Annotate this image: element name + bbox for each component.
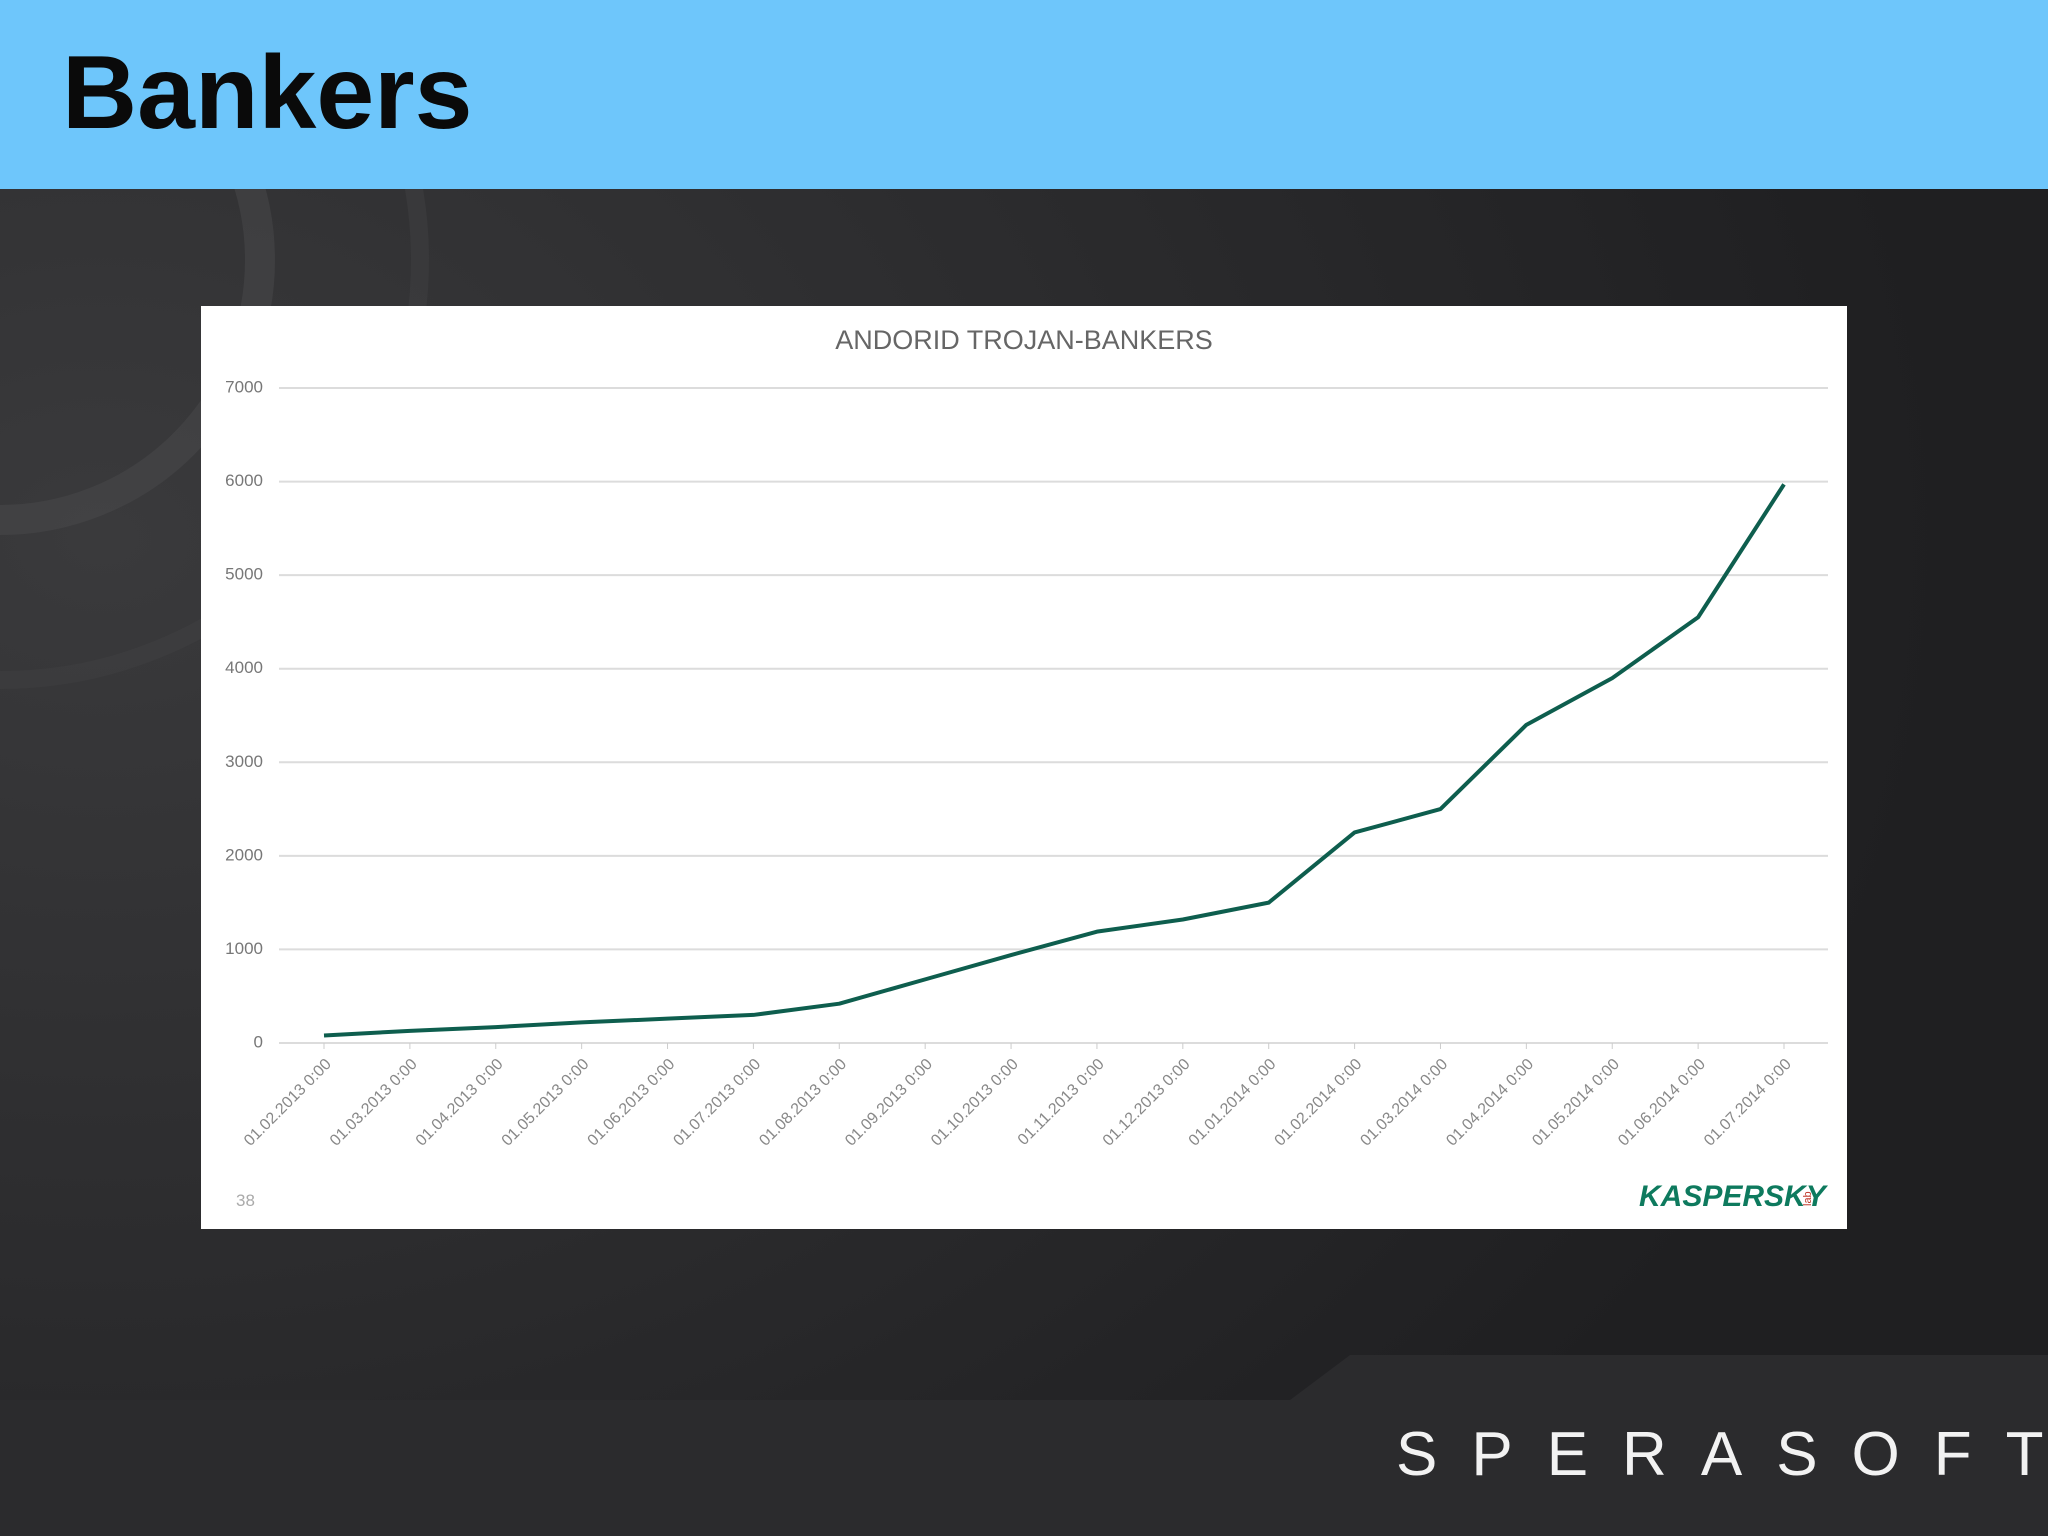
y-tick-label: 7000 <box>225 377 263 396</box>
footer-logo: SPERASOFT <box>1396 1420 2048 1489</box>
header-bar <box>0 0 2048 189</box>
y-tick-label: 1000 <box>225 939 263 958</box>
y-tick-label: 0 <box>254 1032 263 1051</box>
slide-title: Bankers <box>62 35 472 151</box>
decor-ring <box>0 0 429 689</box>
data-line <box>323 483 1786 1038</box>
y-tick-label: 2000 <box>225 845 263 864</box>
kaspersky-logo: KASPERSKY <box>1639 1180 1829 1213</box>
y-tick-label: 5000 <box>225 565 263 584</box>
footer-band <box>0 1355 2048 1536</box>
y-tick-label: 4000 <box>225 658 263 677</box>
chart-background <box>201 306 1847 1229</box>
kaspersky-lab: lab <box>1802 1191 1814 1206</box>
page-number: 38 <box>236 1191 255 1210</box>
y-tick-label: 6000 <box>225 471 263 490</box>
chart-title: ANDORID TROJAN-BANKERS <box>835 325 1213 355</box>
chart: ANDORID TROJAN-BANKERS 38 KASPERSKY lab … <box>201 306 1847 1229</box>
y-tick-label: 3000 <box>225 752 263 771</box>
decor-ring <box>0 0 275 535</box>
